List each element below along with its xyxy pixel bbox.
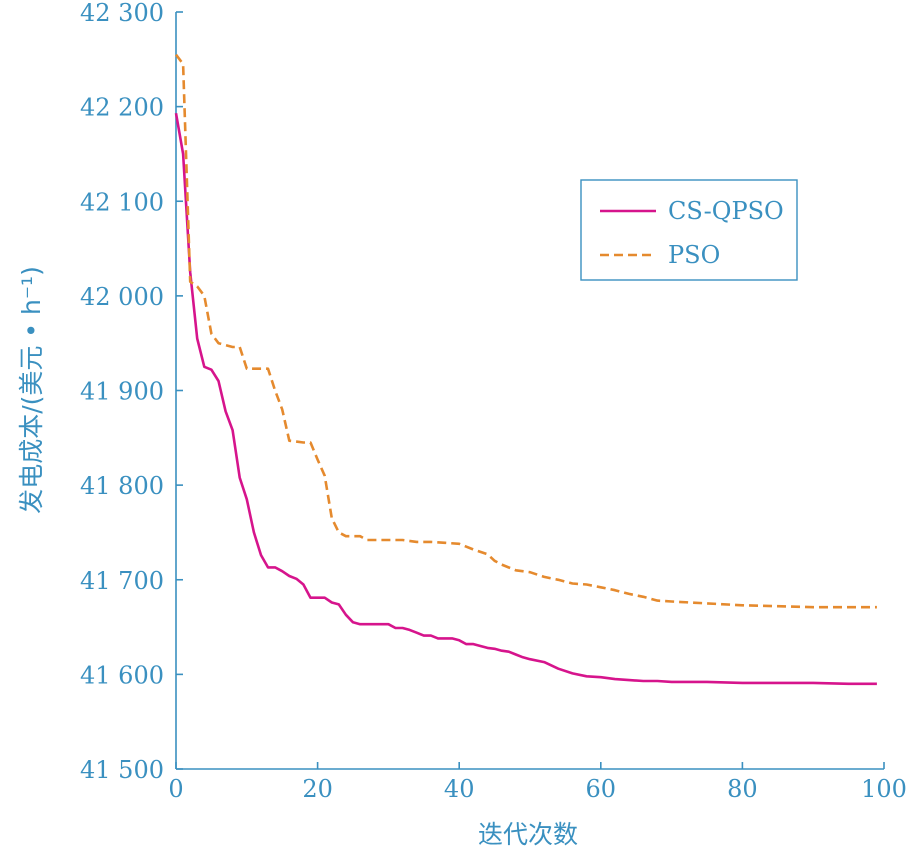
y-tick-label: 42 100 [80, 188, 164, 216]
series-layer [174, 53, 877, 686]
legend: CS-QPSO PSO [580, 179, 798, 281]
ticks: 0 20 40 60 80 100 41 500 41 600 41 700 41 800 41 9… [80, 0, 907, 803]
legend-box [580, 179, 798, 281]
y-tick-label: 42 200 [80, 94, 164, 122]
x-tick-label: 0 [168, 775, 183, 803]
y-tick-label: 41 600 [80, 661, 164, 689]
y-axis-title: 发电成本/(美元 • h⁻¹) [17, 266, 46, 514]
y-tick-label: 41 800 [80, 472, 164, 500]
legend-label-cs-qpso: CS-QPSO [668, 197, 784, 225]
x-axis-title: 迭代次数 [478, 820, 578, 849]
x-tick-label: 80 [727, 775, 758, 803]
y-tick-label: 42 300 [80, 0, 164, 27]
y-tick-label: 42 000 [80, 283, 164, 311]
series-line-pso [174, 53, 877, 609]
axes [175, 12, 884, 770]
x-tick-label: 60 [586, 775, 617, 803]
legend-label-pso: PSO [668, 241, 720, 269]
y-tick-label: 41 700 [80, 567, 164, 595]
x-tick-label: 40 [444, 775, 475, 803]
y-tick-label: 41 500 [80, 756, 164, 784]
x-tick-label: 20 [302, 775, 333, 803]
x-tick-label: 100 [861, 775, 907, 803]
y-tick-label: 41 900 [80, 378, 164, 406]
series-line-cs-qpso [174, 112, 877, 686]
